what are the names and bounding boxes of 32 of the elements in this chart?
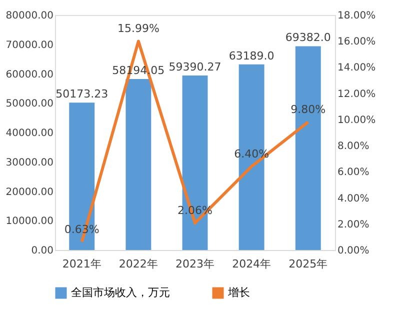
x-tick-label: 2022年 <box>118 258 158 270</box>
y-tick-label: 80000.00 <box>6 10 54 22</box>
y-tick-label: 10000.00 <box>6 216 54 228</box>
data-label: 50173.23 <box>56 88 108 101</box>
y-tick-label: 70000.00 <box>6 40 54 51</box>
y2-tick-label: 8.00% <box>338 141 370 152</box>
bar <box>126 79 152 250</box>
y-tick-label: 20000.00 <box>6 186 54 198</box>
y2-tick-label: 16.00% <box>338 36 376 48</box>
y2-tick-label: 4.00% <box>338 193 370 204</box>
legend-label: 增长 <box>227 286 250 299</box>
x-tick-label: 2024年 <box>232 258 272 270</box>
y2-tick-label: 0.00% <box>338 246 370 256</box>
y2-tick-label: 2.00% <box>338 219 370 230</box>
x-tick-label: 2023年 <box>176 258 214 270</box>
x-tick-label: 2021年 <box>62 258 102 270</box>
y-tick-label: 0.00 <box>31 246 54 256</box>
y2-tick-label: 10.00% <box>338 114 376 126</box>
data-label: 63189.0 <box>228 49 274 62</box>
data-label: 69382.0 <box>285 31 331 44</box>
y-tick-label: 50000.00 <box>6 98 54 110</box>
data-label: 15.99% <box>117 22 160 36</box>
y2-tick-label: 6.00% <box>338 167 370 178</box>
y2-tick-label: 12.00% <box>338 88 376 100</box>
y-tick-label: 40000.00 <box>6 128 54 139</box>
y-tick-label: 30000.00 <box>6 157 54 168</box>
y2-tick-label: 18.00% <box>338 10 376 22</box>
data-label: 59390.27 <box>168 60 222 74</box>
y2-tick-label: 14.00% <box>338 62 376 74</box>
y-tick-label: 60000.00 <box>6 69 54 80</box>
x-tick-label: 2025年 <box>288 258 328 270</box>
legend-label: 全国市场收入，万元 <box>71 286 170 299</box>
